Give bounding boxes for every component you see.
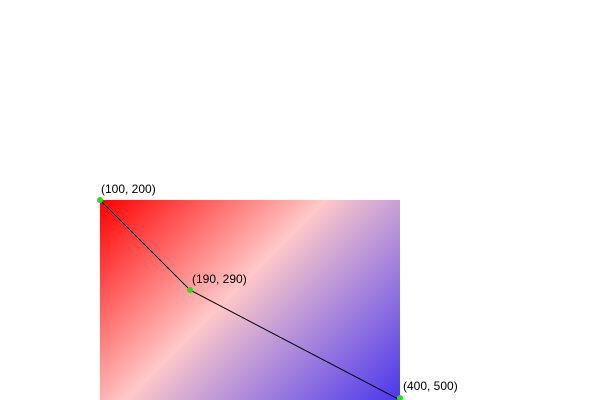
point-label-2: (400, 500) — [403, 379, 458, 393]
point-marker-1[interactable] — [187, 287, 193, 293]
gradient-rectangle — [100, 200, 400, 400]
point-label-1: (190, 290) — [192, 272, 247, 286]
point-label-0: (100, 200) — [101, 182, 156, 196]
point-marker-2[interactable] — [397, 395, 403, 400]
connecting-polyline — [99, 199, 401, 400]
point-marker-0[interactable] — [97, 197, 103, 203]
